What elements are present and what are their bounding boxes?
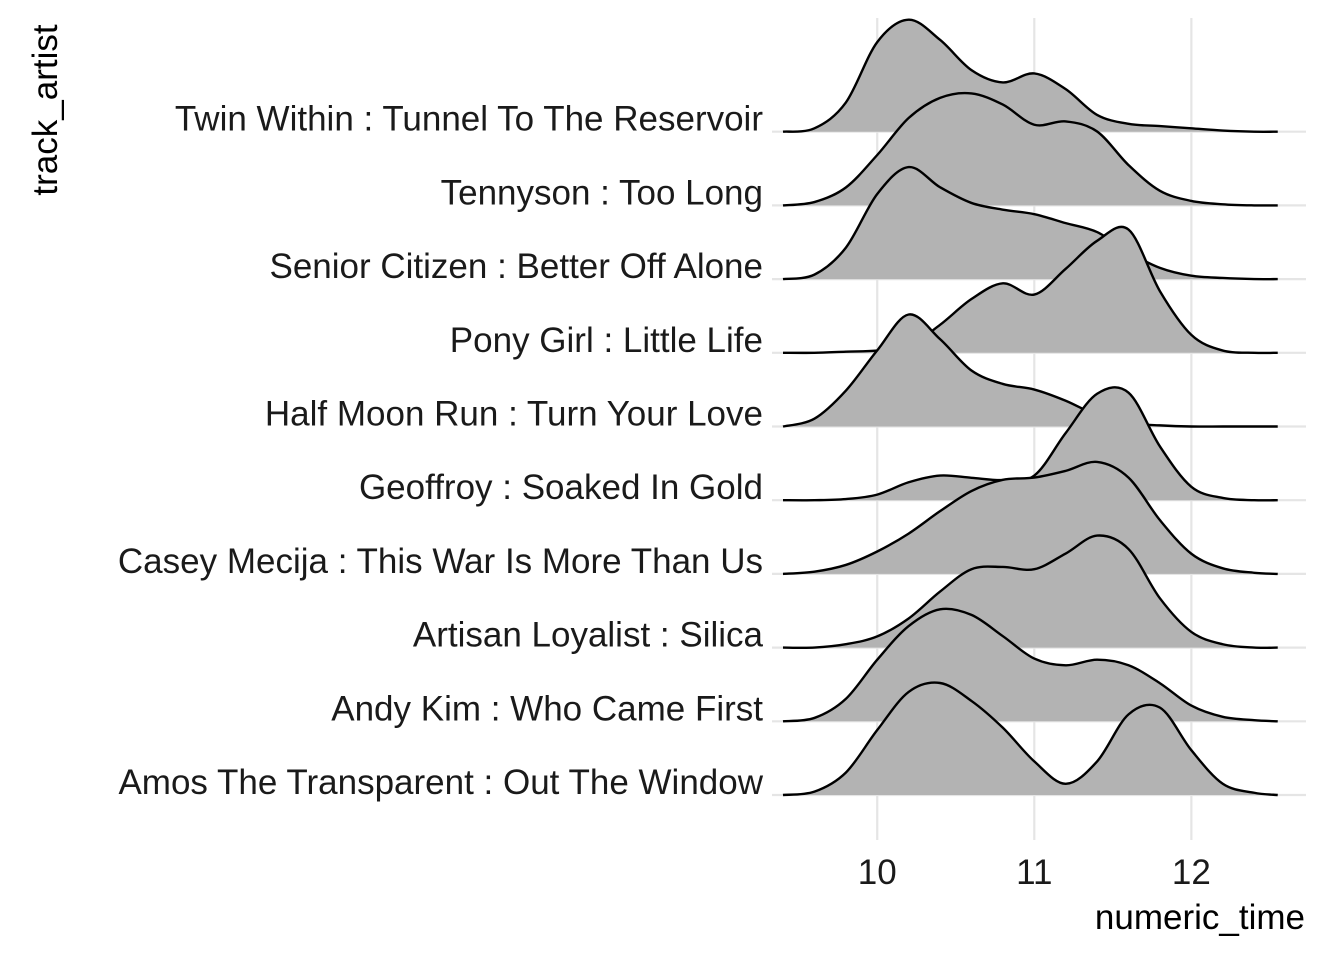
ridge-line-3: [782, 460, 1278, 576]
y-tick-label: Senior Citizen : Better Off Alone: [269, 247, 763, 286]
ridge-7: [782, 165, 1278, 281]
ridge-line-1: [782, 607, 1278, 723]
y-tick-label: Casey Mecija : This War Is More Than Us: [118, 542, 763, 581]
ridge-line-9: [782, 18, 1278, 133]
ridge-area-7: [782, 167, 1278, 280]
y-tick-labels: Amos The Transparent : Out The Window And…: [118, 100, 764, 802]
ridge-line-2: [782, 534, 1278, 650]
ridge-0: [782, 681, 1278, 797]
ridge-area-9: [782, 19, 1278, 132]
y-tick-label: Twin Within : Tunnel To The Reservoir: [175, 100, 763, 139]
ridge-6: [782, 225, 1278, 355]
y-tick-label: Amos The Transparent : Out The Window: [118, 763, 763, 802]
ridge-line-0: [782, 681, 1278, 797]
y-axis-title: track_artist: [26, 24, 65, 195]
ridge-3: [782, 460, 1278, 576]
y-tick-label: Tennyson : Too Long: [441, 173, 763, 212]
y-tick-label: Pony Girl : Little Life: [450, 321, 763, 360]
ridge-line-7: [782, 165, 1278, 281]
x-tick-label: 11: [1016, 853, 1052, 892]
ridges: [782, 18, 1278, 797]
y-tick-label: Half Moon Run : Turn Your Love: [265, 395, 763, 434]
ridge-line-6: [782, 225, 1278, 355]
x-tick-labels: 10 11 12: [858, 853, 1211, 892]
ridge-area-2: [782, 535, 1278, 648]
ridge-area-3: [782, 461, 1278, 574]
ridge-line-4: [782, 386, 1278, 502]
ridge-4: [782, 386, 1278, 502]
ridge-area-6: [782, 226, 1278, 353]
y-tick-label: Geoffroy : Soaked In Gold: [359, 468, 763, 507]
ridge-area-5: [782, 314, 1278, 427]
ridge-area-4: [782, 387, 1278, 501]
x-axis-title: numeric_time: [1095, 898, 1305, 937]
x-tick-label: 10: [858, 853, 897, 892]
ridge-area-0: [782, 682, 1278, 795]
ridge-line-5: [782, 313, 1278, 428]
ridge-line-8: [782, 91, 1278, 207]
y-tick-label: Artisan Loyalist : Silica: [413, 616, 764, 655]
ridge-5: [782, 313, 1278, 428]
x-tick-label: 12: [1172, 853, 1211, 892]
ridge-2: [782, 534, 1278, 650]
ridge-9: [782, 18, 1278, 133]
y-tick-label: Andy Kim : Who Came First: [331, 689, 763, 728]
